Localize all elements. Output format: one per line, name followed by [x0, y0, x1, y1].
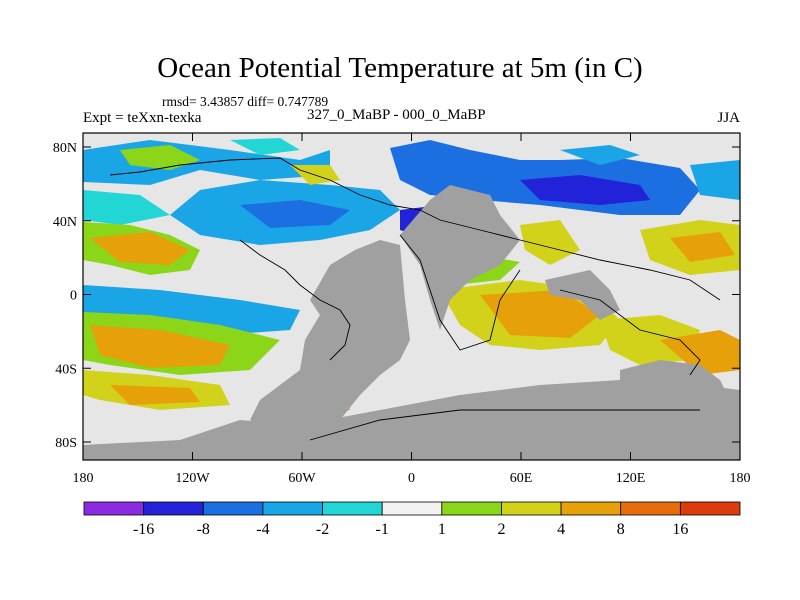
x-tick-label: 120W: [175, 471, 210, 486]
anomaly-region: [120, 145, 200, 170]
y-tick-label: 0: [70, 289, 77, 304]
x-tick-label: 0: [408, 471, 415, 486]
colorbar-label: 8: [617, 521, 625, 538]
y-axis: 80N 40N 0 40S 80S: [53, 141, 740, 451]
colorbar-swatch: [143, 501, 204, 516]
x-tick-label: 180: [730, 471, 751, 486]
comparison-label: 327_0_MaBP - 000_0_MaBP: [307, 107, 486, 123]
anomaly-region: [690, 160, 740, 200]
x-tick-label: 60E: [510, 471, 533, 486]
land-mass: [250, 240, 410, 430]
anomaly-region: [560, 145, 640, 165]
colorbar-swatch: [381, 501, 443, 516]
plot-title: Ocean Potential Temperature at 5m (in C): [157, 52, 643, 84]
colorbar-swatch: [501, 501, 562, 516]
anomaly-region: [240, 200, 350, 228]
x-tick-label: 60W: [288, 471, 316, 486]
experiment-label: Expt = teXxn-texka: [83, 110, 202, 126]
y-tick-label: 40N: [53, 215, 77, 230]
colorbar-label: 16: [672, 521, 688, 538]
colorbar-swatch: [441, 501, 502, 516]
colorbar-swatch: [83, 501, 145, 516]
map-field: [83, 133, 740, 460]
x-tick-label: 180: [73, 471, 94, 486]
colorbar: -16 -8 -4 -2 -1 1 2 4 8 16: [83, 501, 741, 538]
season-label: JJA: [717, 110, 740, 126]
colorbar-label: -16: [133, 521, 154, 538]
y-tick-label: 80N: [53, 141, 77, 156]
colorbar-label: -8: [197, 521, 210, 538]
anomaly-region: [520, 175, 650, 205]
colorbar-swatch: [560, 501, 622, 516]
colorbar-label: -2: [316, 521, 329, 538]
colorbar-label: -1: [376, 521, 389, 538]
colorbar-label: 2: [497, 521, 505, 538]
anomaly-region: [670, 232, 735, 262]
anomaly-region: [110, 385, 200, 405]
coastlines: [109, 157, 721, 441]
anomaly-region: [90, 232, 190, 265]
colorbar-swatch: [262, 501, 323, 516]
anomaly-region: [480, 290, 600, 338]
land-mass: [270, 385, 305, 420]
colorbar-swatch: [620, 501, 681, 516]
land-mass: [545, 270, 620, 320]
colorbar-swatch: [202, 501, 264, 516]
y-tick-label: 80S: [55, 436, 77, 451]
y-tick-label: 40S: [55, 362, 77, 377]
colorbar-label: 1: [438, 521, 446, 538]
anomaly-region: [90, 325, 230, 368]
anomaly-region: [520, 220, 580, 265]
anomaly-region: [660, 330, 740, 375]
land-mass: [400, 185, 520, 330]
colorbar-swatch: [679, 501, 741, 516]
x-axis: 180 120W 60W 0 60E 120E 180: [73, 133, 751, 486]
land-mass: [83, 380, 740, 460]
colorbar-label: -4: [256, 521, 269, 538]
colorbar-label: 4: [557, 521, 565, 538]
x-tick-label: 120E: [616, 471, 646, 486]
anomaly-region: [230, 138, 300, 155]
stats-line: rmsd= 3.43857 diff= 0.747789: [162, 94, 329, 109]
anomaly-region: [83, 190, 170, 225]
colorbar-swatch: [322, 501, 383, 516]
